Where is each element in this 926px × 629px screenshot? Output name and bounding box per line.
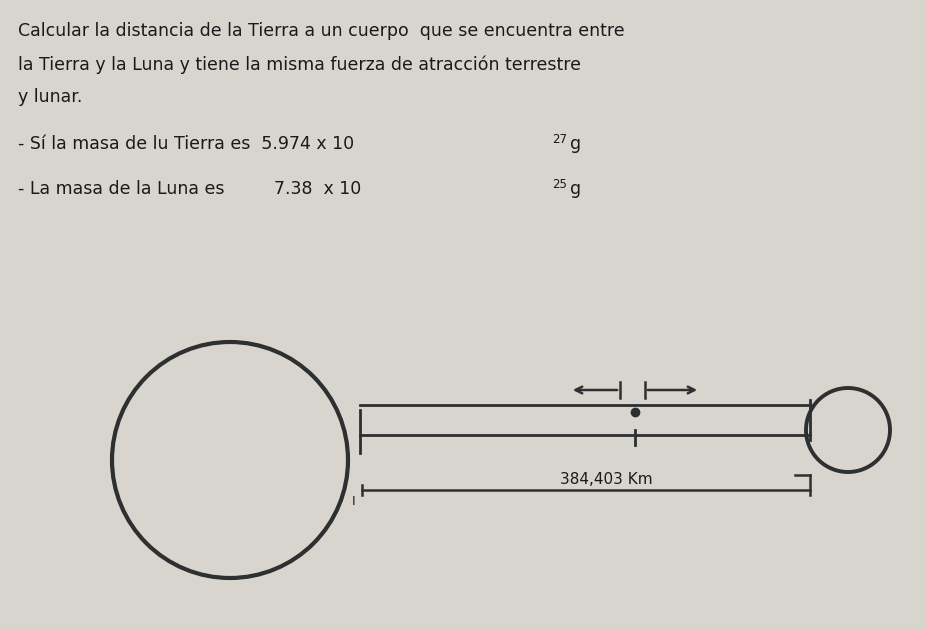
- Text: 384,403 Km: 384,403 Km: [559, 472, 652, 487]
- Text: g: g: [570, 135, 582, 153]
- Text: g: g: [570, 180, 582, 198]
- Text: - La masa de la Luna es         7.38  x 10: - La masa de la Luna es 7.38 x 10: [18, 180, 361, 198]
- Text: - Sí la masa de lu Tierra es  5.974 x 10: - Sí la masa de lu Tierra es 5.974 x 10: [18, 135, 354, 153]
- Text: 27: 27: [552, 133, 567, 146]
- Text: la Tierra y la Luna y tiene la misma fuerza de atracción terrestre: la Tierra y la Luna y tiene la misma fue…: [18, 55, 581, 74]
- Text: y lunar.: y lunar.: [18, 88, 82, 106]
- Text: Calcular la distancia de la Tierra a un cuerpo  que se encuentra entre: Calcular la distancia de la Tierra a un …: [18, 22, 625, 40]
- Text: 25: 25: [552, 178, 567, 191]
- Text: I: I: [352, 495, 356, 508]
